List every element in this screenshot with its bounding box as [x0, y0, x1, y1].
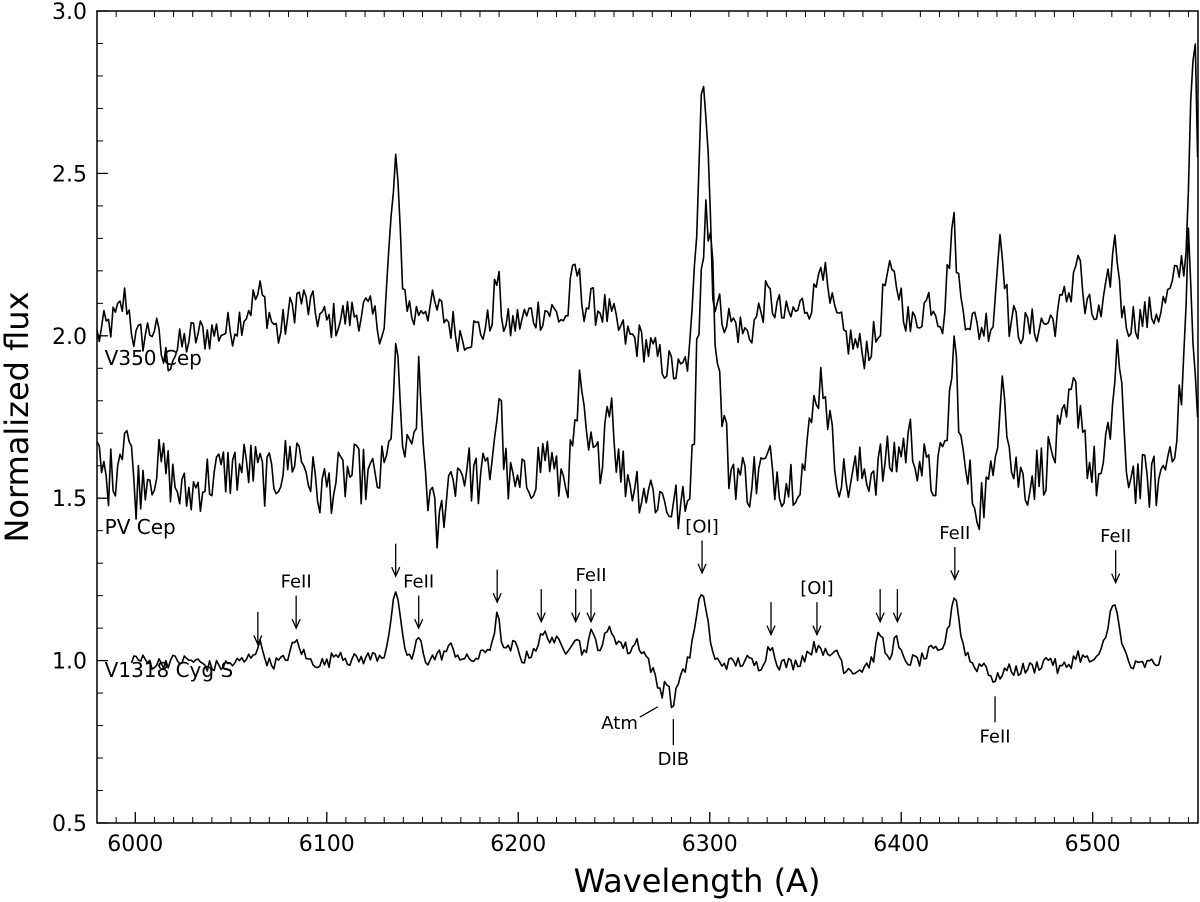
marker-arrowhead-8	[697, 563, 707, 575]
line-marker-2	[391, 543, 401, 578]
y-tick-label-1: 1.0	[52, 650, 87, 675]
x-axis-title: Wavelength (A)	[574, 862, 821, 900]
marker-label-17: Atm	[601, 713, 638, 734]
series-line-1	[96, 199, 1199, 549]
marker-arrowhead-0	[253, 635, 263, 646]
line-marker-17: Atm	[601, 706, 659, 734]
marker-arrowhead-7	[586, 612, 596, 624]
marker-label-14: FeII	[1100, 526, 1131, 547]
y-tick-label-5: 3.0	[52, 0, 87, 25]
x-tick-label-2: 6200	[490, 832, 546, 857]
series-label-2: V1318 Cyg S	[105, 658, 234, 682]
y-tick-label-0: 0.5	[52, 812, 87, 837]
x-tick-label-0: 6000	[107, 832, 163, 857]
marker-arrowhead-4	[492, 592, 502, 604]
marker-label-10: [OI]	[800, 578, 834, 599]
marker-label-16: DIB	[658, 749, 690, 770]
x-tick-label-1: 6100	[299, 832, 355, 857]
y-axis: 0.5 1.0 1.5 2.0 2.5 3.0	[52, 0, 108, 837]
series-line-2	[130, 591, 1162, 709]
series-label-0: V350 Cep	[105, 346, 202, 370]
line-marker-12	[892, 589, 902, 624]
x-tick-label-3: 6300	[682, 832, 738, 857]
line-marker-7: FeII	[575, 565, 607, 624]
line-marker-3: FeII	[403, 572, 434, 630]
annotation-layer: FeII FeII FeII [OI] [OI] FeII FeII FeII DIB Atm	[253, 516, 1131, 770]
line-marker-5	[536, 589, 546, 624]
marker-arrowhead-12	[892, 612, 902, 624]
line-marker-15: FeII	[980, 696, 1011, 747]
line-marker-6	[571, 589, 581, 624]
x-axis: 6000 6100 6200 6300 6400 6500	[107, 11, 1189, 857]
marker-arrowhead-2	[391, 566, 401, 578]
marker-arrowhead-1	[291, 618, 301, 630]
marker-line-17	[639, 706, 659, 718]
marker-label-8: [OI]	[685, 516, 719, 537]
line-marker-9	[766, 602, 776, 637]
marker-label-13: FeII	[939, 523, 970, 544]
line-marker-14: FeII	[1100, 526, 1131, 585]
y-tick-label-3: 2.0	[52, 325, 87, 350]
marker-label-1: FeII	[281, 572, 312, 593]
line-marker-16: DIB	[658, 719, 690, 770]
line-marker-0	[253, 611, 263, 646]
y-tick-label-2: 1.5	[52, 487, 87, 512]
line-marker-1: FeII	[281, 572, 312, 630]
line-marker-4	[492, 569, 502, 604]
marker-arrowhead-5	[536, 612, 546, 624]
marker-label-15: FeII	[980, 726, 1011, 747]
marker-arrowhead-13	[950, 570, 960, 582]
line-marker-10: [OI]	[800, 578, 834, 637]
marker-arrowhead-3	[414, 618, 424, 630]
line-marker-13: FeII	[939, 523, 970, 582]
series-line-0	[96, 43, 1199, 380]
series-label-1: PV Cep	[105, 515, 176, 539]
x-tick-label-5: 6500	[1065, 832, 1121, 857]
marker-arrowhead-10	[812, 625, 822, 637]
line-marker-11	[875, 589, 885, 624]
plot-frame	[96, 10, 1199, 824]
marker-arrowhead-6	[571, 612, 581, 624]
marker-arrowhead-9	[766, 625, 776, 637]
y-axis-title: Normalized flux	[0, 291, 36, 542]
series-layer: V350 Cep PV Cep V1318 Cyg S	[96, 43, 1199, 709]
x-tick-label-4: 6400	[873, 832, 929, 857]
marker-label-7: FeII	[575, 565, 606, 586]
marker-arrowhead-11	[875, 612, 885, 624]
line-marker-8: [OI]	[685, 516, 719, 575]
marker-label-3: FeII	[403, 572, 434, 593]
marker-arrowhead-14	[1111, 573, 1121, 585]
y-tick-label-4: 2.5	[52, 162, 87, 187]
